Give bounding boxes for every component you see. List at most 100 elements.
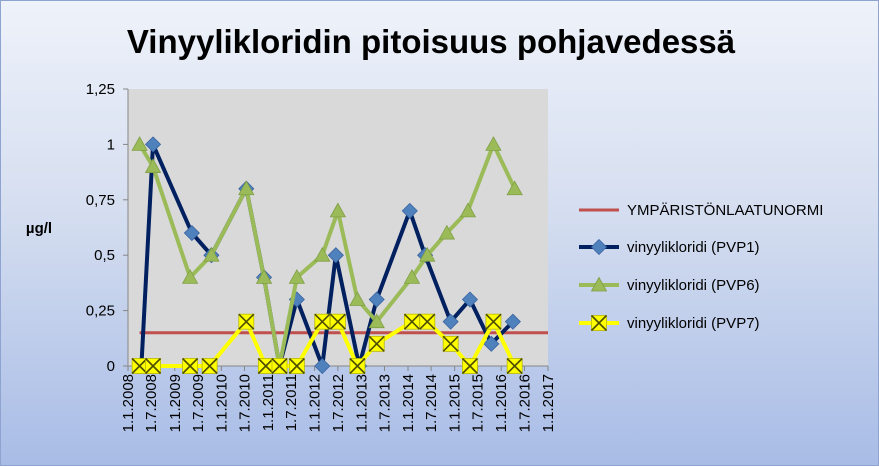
data-point-marker (314, 246, 331, 262)
x-tick-label: 1.1.2014 (400, 374, 417, 432)
marker-cross (271, 357, 288, 375)
x-tick-label: 1.1.2009 (167, 374, 184, 432)
x-tick-label: 1.7.2015 (470, 374, 487, 432)
y-axis: 0 0,25 0,5 0,75 1 1,25 (86, 81, 129, 375)
data-point-marker (288, 269, 306, 284)
x-tick-label: 1.1.2016 (493, 374, 510, 432)
data-point-marker (271, 357, 288, 375)
x-tick-label: 1.1.2010 (213, 374, 230, 432)
data-point-marker (329, 202, 347, 218)
y-tick-label: 1 (107, 136, 115, 153)
marker-cross (182, 357, 199, 375)
data-point-marker (459, 202, 477, 218)
marker-cross (419, 313, 436, 330)
marker-cross (131, 357, 148, 375)
data-point-marker (506, 180, 523, 196)
data-point-marker (314, 357, 331, 375)
marker-cross (144, 357, 162, 375)
data-point-marker (438, 224, 456, 240)
x-tick-label: 1.1.2011 (260, 374, 277, 431)
y-tick-label: 0,75 (86, 192, 115, 209)
data-point-marker (255, 269, 273, 284)
y-tick-label: 0 (107, 358, 115, 375)
data-point-marker (349, 357, 366, 375)
data-point-marker (349, 291, 366, 306)
data-point-marker (483, 335, 500, 352)
marker-cross (238, 313, 255, 330)
data-point-marker (419, 313, 436, 330)
data-point-marker (485, 313, 502, 330)
data-point-marker (461, 357, 479, 375)
data-point-marker (442, 335, 459, 352)
legend: YMPÄRISTÖNLAATUNORMI vinyylikloridi (PVP1… (579, 201, 823, 332)
marker-cross (288, 357, 305, 375)
data-point-marker (144, 136, 162, 153)
data-point-marker (203, 246, 220, 262)
x-tick-label: 1.7.2010 (236, 374, 253, 432)
data-point-marker (182, 357, 199, 375)
data-point-marker (504, 313, 521, 330)
y-tick-label: 0,5 (94, 247, 115, 264)
x-tick-label: 1.1.2012 (307, 374, 324, 432)
x-tick-label: 1.7.2009 (190, 374, 207, 432)
x-axis: 1.1.2008 1.7.2008 1.1.2009 1.7.2009 1.1.2010… (120, 365, 557, 432)
data-point-marker (485, 136, 502, 151)
series-group (131, 136, 548, 375)
legend-item: vinyylikloridi (PVP1) (579, 238, 760, 256)
data-point-marker (403, 269, 421, 284)
x-tick-label: 1.1.2017 (540, 374, 557, 432)
y-tick-label: 1,25 (86, 81, 115, 98)
x-tick-label: 1.7.2013 (376, 374, 393, 432)
data-point-marker (442, 313, 459, 330)
data-point-marker (401, 202, 418, 219)
chart-title: Vinyylikloridin pitoisuus pohjavedessä (127, 23, 736, 60)
marker-cross (201, 357, 218, 375)
x-tick-label: 1.1.2008 (120, 374, 137, 432)
data-point-marker (327, 247, 344, 264)
legend-label: YMPÄRISTÖNLAATUNORMI (627, 201, 823, 219)
marker-cross (506, 357, 523, 375)
x-tick-label: 1.1.2015 (447, 374, 464, 432)
data-point-marker (201, 357, 218, 375)
marker-cross (329, 313, 346, 330)
data-point-marker (368, 313, 385, 329)
x-tick-label: 1.7.2008 (143, 374, 160, 432)
marker-cross (314, 313, 331, 330)
data-point-marker (238, 180, 255, 196)
marker-cross (349, 357, 366, 375)
data-point-marker (238, 313, 255, 330)
series-4 (131, 313, 523, 375)
data-point-marker (506, 357, 523, 375)
data-point-marker (314, 313, 331, 330)
data-point-marker (590, 276, 608, 292)
legend-label: vinyylikloridi (PVP6) (627, 277, 760, 294)
data-point-marker (590, 314, 608, 332)
data-point-marker (590, 238, 608, 256)
x-tick-label: 1.7.2012 (330, 374, 347, 432)
data-point-marker (403, 313, 421, 330)
legend-item: vinyylikloridi (PVP7) (579, 314, 760, 332)
marker-cross (442, 335, 459, 352)
data-point-marker (183, 224, 200, 242)
marker-cross (485, 313, 502, 330)
data-point-marker (181, 269, 199, 284)
marker-cross (403, 313, 421, 330)
legend-item: YMPÄRISTÖNLAATUNORMI (579, 201, 823, 219)
legend-item: vinyylikloridi (PVP6) (579, 276, 760, 294)
legend-label: vinyylikloridi (PVP1) (627, 239, 760, 256)
x-tick-label: 1.1.2013 (353, 374, 370, 432)
marker-cross (461, 357, 479, 375)
data-point-marker (288, 357, 305, 375)
data-point-marker (131, 357, 148, 375)
marker-cross (590, 314, 608, 332)
x-tick-label: 1.7.2014 (423, 374, 440, 432)
data-point-marker (131, 136, 148, 151)
marker-cross (368, 335, 385, 352)
data-point-marker (419, 246, 436, 262)
data-point-marker (144, 158, 162, 173)
data-point-marker (368, 291, 385, 308)
data-point-marker (144, 357, 162, 375)
y-tick-label: 0,25 (86, 303, 115, 320)
